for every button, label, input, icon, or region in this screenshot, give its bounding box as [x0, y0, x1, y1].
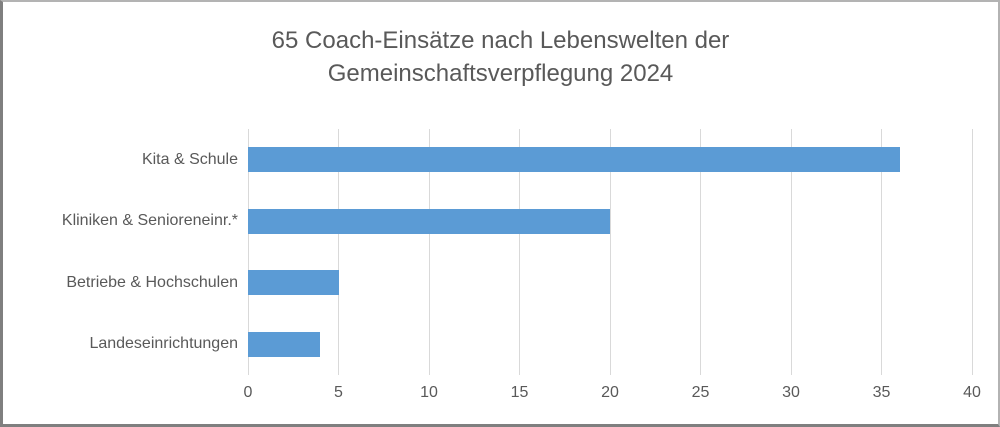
chart-title-line-1: 65 Coach-Einsätze nach Lebenswelten der — [271, 27, 730, 54]
gridline-x-15 — [519, 129, 520, 375]
x-tick-label-0: 0 — [243, 384, 253, 401]
x-tick-label-35: 35 — [872, 384, 891, 401]
bar-1 — [248, 208, 610, 234]
x-tick-label-30: 30 — [782, 384, 800, 401]
x-tick-label-15: 15 — [510, 384, 529, 401]
gridline-x-35 — [881, 129, 882, 375]
gridline-x-25 — [700, 129, 701, 375]
x-tick-label-20: 20 — [601, 384, 619, 401]
bar-2 — [248, 270, 339, 296]
x-tick-label-5: 5 — [334, 384, 343, 401]
category-label-3: Landeseinrichtungen — [89, 335, 238, 353]
category-label-0: Kita & Schule — [141, 150, 238, 168]
gridline-x-40 — [971, 129, 973, 375]
category-label-2: Betriebe & Hochschulen — [66, 273, 238, 291]
gridline-x-5 — [338, 129, 339, 375]
x-tick-label-25: 25 — [691, 384, 710, 401]
bar-0 — [248, 147, 900, 173]
chart-title: 65 Coach-Einsätze nach Lebenswelten der … — [3, 24, 998, 90]
chart-title-line-2: Gemeinschaftsverpflegung 2024 — [327, 60, 674, 87]
x-tick-label-40: 40 — [963, 384, 981, 401]
bar-3 — [248, 331, 321, 357]
category-label-1: Kliniken & Senioreneinr.* — [61, 212, 238, 230]
gridline-x-20 — [609, 129, 611, 375]
gridline-x-10 — [428, 129, 430, 375]
gridline-x-30 — [790, 129, 792, 375]
x-tick-label-10: 10 — [420, 384, 438, 401]
plot-area — [247, 129, 973, 375]
gridline-x-0 — [247, 129, 249, 375]
